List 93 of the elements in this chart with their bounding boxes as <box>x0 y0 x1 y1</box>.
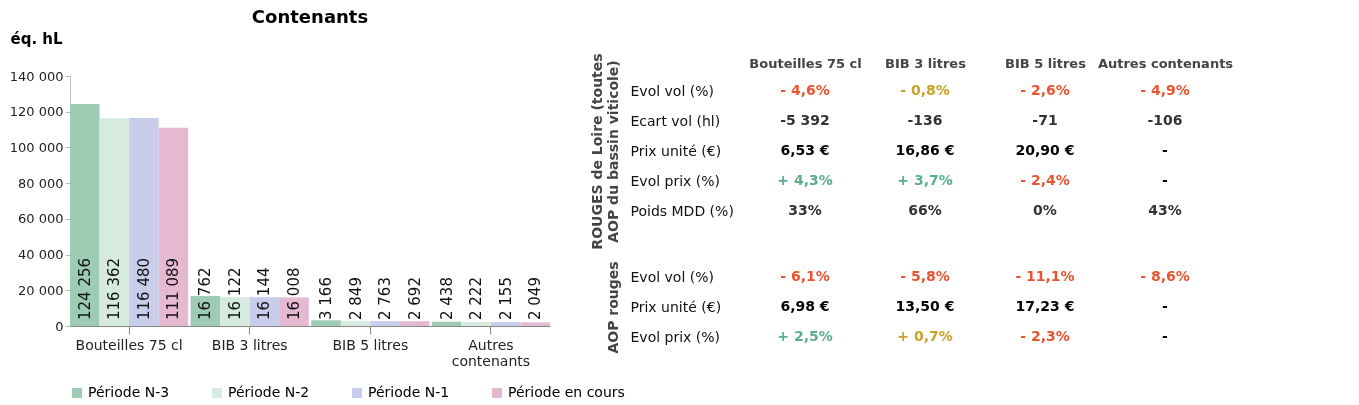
text: + 2,5% <box>777 328 833 344</box>
data-label: 3 166 <box>316 277 335 320</box>
text: 6,53 € <box>780 142 830 158</box>
x-tick-label: BIB 5 litres <box>332 336 409 353</box>
legend-label: Période N-2 <box>228 384 310 400</box>
text: - 5,8% <box>900 268 950 284</box>
data-label: 2 849 <box>346 277 365 320</box>
text: - 2,6% <box>1020 82 1070 98</box>
data-label: 16 144 <box>255 267 274 320</box>
y-tick-label: 120 000 <box>9 104 64 120</box>
text: -5 392 <box>780 112 830 128</box>
category-label: Evol prix (%) <box>630 328 721 345</box>
y-tick-label: 80 000 <box>18 175 64 191</box>
text: 20,90 € <box>1015 142 1075 158</box>
bar <box>129 118 159 326</box>
bar <box>370 321 400 326</box>
legend-label: Période N-3 <box>88 384 170 400</box>
legend-label: Période en cours <box>508 384 625 400</box>
data-label: 16 008 <box>285 267 304 320</box>
bar <box>99 118 130 326</box>
bar <box>461 322 491 326</box>
text: 6,98 € <box>780 298 830 314</box>
bar <box>311 320 341 326</box>
data-label: 2 692 <box>405 277 424 320</box>
data-label: 116 480 <box>134 257 153 320</box>
bar <box>279 297 309 326</box>
bar <box>399 321 430 326</box>
text: 33% <box>788 202 822 218</box>
category-label: Ecart vol (hl) <box>630 112 721 129</box>
category-label: BIB 5 litres <box>1005 55 1087 71</box>
data-label: 116 362 <box>105 257 124 320</box>
text: 43% <box>1148 202 1182 218</box>
x-tick-label: Bouteilles 75 cl <box>75 336 183 353</box>
text: -106 <box>1147 112 1183 128</box>
bar <box>431 321 462 326</box>
text: - 2,4% <box>1020 172 1070 188</box>
chart-title: Contenants <box>251 6 369 27</box>
x-tick-label: BIB 3 litres <box>211 336 288 353</box>
category-label: Evol vol (%) <box>630 82 714 99</box>
x-tick-label: Autres contenants <box>451 336 531 369</box>
text: 17,23 € <box>1015 298 1075 314</box>
text: - 8,6% <box>1140 268 1190 284</box>
text: - <box>1162 172 1168 188</box>
y-axis-title: éq. hL <box>10 29 64 48</box>
text: 0% <box>1033 202 1057 218</box>
category-label: Autres contenants <box>1097 55 1234 71</box>
text: - <box>1162 298 1168 314</box>
bar <box>158 127 189 326</box>
text: 66% <box>908 202 942 218</box>
text: + 0,7% <box>897 328 953 344</box>
data-label: 2 049 <box>526 277 545 320</box>
y-tick-label: 40 000 <box>18 247 64 263</box>
text: AOP rouges <box>604 261 621 354</box>
data-label: 2 763 <box>376 277 395 320</box>
data-label: 2 155 <box>496 277 515 320</box>
y-tick-label: 60 000 <box>18 211 64 227</box>
text: - 11,1% <box>1015 268 1075 284</box>
category-label: Evol prix (%) <box>630 172 721 189</box>
text: - <box>1162 328 1168 344</box>
text: - 6,1% <box>780 268 830 284</box>
data-label: 16 762 <box>196 267 215 320</box>
text: - 4,9% <box>1140 82 1190 98</box>
data-label: 2 222 <box>467 277 486 320</box>
text: ROUGES de Loire (toutes AOP du bassin viticole) <box>588 53 621 250</box>
category-label: Prix unité (€) <box>630 298 722 315</box>
category-label: Bouteilles 75 cl <box>749 55 862 71</box>
text: - 0,8% <box>900 82 950 98</box>
data-label: 111 089 <box>164 257 183 320</box>
category-label: Prix unité (€) <box>630 142 722 159</box>
text: 16,86 € <box>895 142 955 158</box>
y-tick-label: 0 <box>55 318 64 334</box>
data-label: 2 438 <box>437 277 456 320</box>
bar <box>70 104 100 326</box>
text: - 4,6% <box>780 82 830 98</box>
data-label: 16 122 <box>225 267 244 320</box>
data-label: 124 256 <box>75 257 94 320</box>
y-tick-label: 20 000 <box>18 282 64 298</box>
text: + 4,3% <box>777 172 833 188</box>
text: - <box>1162 142 1168 158</box>
text: -71 <box>1032 112 1058 128</box>
text: 13,50 € <box>895 298 955 314</box>
bar <box>520 322 550 326</box>
category-label: BIB 3 litres <box>885 55 967 71</box>
bar <box>490 322 521 326</box>
text: + 3,7% <box>897 172 953 188</box>
y-tick-label: 140 000 <box>9 68 64 84</box>
text: - 2,3% <box>1020 328 1070 344</box>
legend-label: Période N-1 <box>368 384 450 400</box>
text: -136 <box>907 112 943 128</box>
category-label: Evol vol (%) <box>630 268 714 285</box>
category-label: Poids MDD (%) <box>630 202 734 219</box>
y-tick-label: 100 000 <box>9 139 64 155</box>
bar <box>340 320 371 326</box>
